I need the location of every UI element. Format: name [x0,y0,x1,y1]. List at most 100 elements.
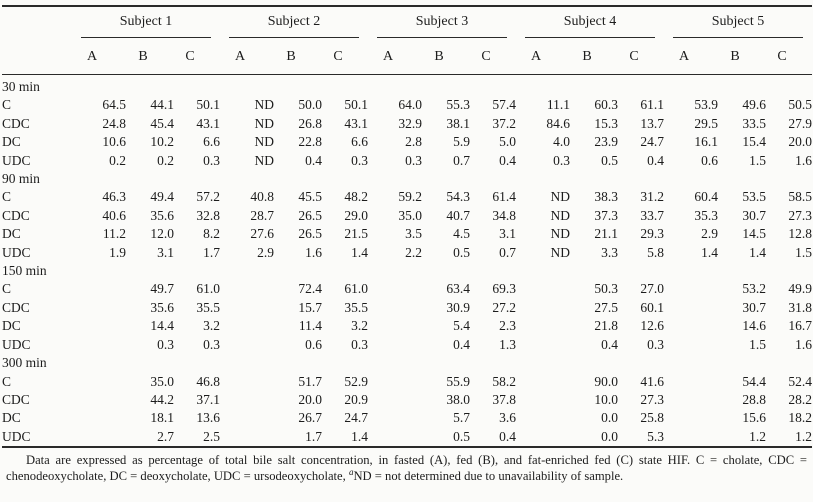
data-cell: 11.1 [546,97,570,113]
data-cell: 60.3 [594,97,618,113]
data-cell [220,280,274,298]
data-cell: 24.7 [344,410,368,426]
data-cell: 10.2 [150,134,174,150]
data-cell: 23.9 [594,134,618,150]
data-cell: 2.8 [405,134,422,150]
data-cell: 30.9 [446,299,470,315]
data-cell: 2.5 [203,428,220,444]
data-cell: 14.5 [742,226,766,242]
state-header-c: C [470,40,516,75]
state-header-b: B [274,40,322,75]
subject-label: Subject 1 [81,9,211,38]
data-cell [516,336,570,354]
data-cell: 1.2 [795,428,812,444]
table-row: CDC 44.2 37.1 20.0 20.9 38.0 37.8 10.0 27.3 28.8 2… [2,391,812,409]
state-header-b: B [422,40,470,75]
data-cell [368,373,422,391]
data-cell: 61.0 [196,281,220,297]
data-cell: 1.4 [701,244,718,260]
data-cell: 5.3 [647,428,664,444]
data-cell: 0.5 [601,152,618,168]
data-cell: 44.2 [150,391,174,407]
data-cell: 54.4 [742,373,766,389]
data-cell: 11.2 [102,226,126,242]
data-cell [368,299,422,317]
data-cell: 90.0 [594,373,618,389]
state-header-b: B [570,40,618,75]
data-cell: 1.7 [203,244,220,260]
data-cell: 0.4 [601,336,618,352]
bile-salt-label: C [2,189,12,205]
subject-header-5: Subject 5 [664,6,812,40]
data-cell: 32.9 [398,115,422,131]
data-cell [664,373,718,391]
subject-label: Subject 5 [673,9,803,38]
data-cell: 5.9 [453,134,470,150]
data-cell: 0.4 [305,152,322,168]
data-cell [516,391,570,409]
data-cell [368,428,422,447]
data-cell: 0.3 [351,336,368,352]
data-cell: 31.2 [640,189,664,205]
data-cell: 45.5 [298,189,322,205]
table-row: UDC 2.7 2.5 1.7 1.4 0.5 0.4 0.0 5.3 1.2 1.2 [2,428,812,447]
data-cell: 50.0 [298,97,322,113]
bile-salt-label: UDC [2,152,31,168]
data-cell [664,280,718,298]
data-cell [220,317,274,335]
table-row: UDC 0.2 0.2 0.3 ND 0.4 0.3 0.3 0.7 0.4 0.3 0.5 0.4 0.… [2,152,812,170]
data-cell [516,299,570,317]
data-cell: 10.0 [594,391,618,407]
data-cell: 61.0 [344,281,368,297]
subject-header-2: Subject 2 [220,6,368,40]
data-cell: 40.7 [446,207,470,223]
data-cell: 0.3 [553,152,570,168]
data-cell: 26.5 [298,226,322,242]
data-cell: 15.7 [298,299,322,315]
data-cell: 0.7 [453,152,470,168]
data-cell: 60.1 [640,299,664,315]
table-row: CDC 35.6 35.5 15.7 35.5 30.9 27.2 27.5 60.1 30.7 3… [2,299,812,317]
table-body: 30 min C 64.5 44.1 50.1 ND 50.0 50.1 64.0 55.3 57.… [2,75,812,448]
data-cell: 35.3 [694,207,718,223]
data-cell: 38.1 [446,115,470,131]
data-cell: 10.6 [102,134,126,150]
data-cell: 0.3 [647,336,664,352]
data-cell [368,391,422,409]
data-cell: 1.4 [749,244,766,260]
corner-cell [2,6,72,40]
data-cell: 35.0 [398,207,422,223]
bile-salt-label: C [2,373,12,389]
state-header-c: C [322,40,368,75]
data-cell [664,317,718,335]
table-footnote: Data are expressed as percentage of tota… [6,453,807,484]
data-cell: 35.0 [150,373,174,389]
data-cell: 12.8 [788,226,812,242]
data-cell: 2.7 [157,428,174,444]
table-row: DC 10.6 10.2 6.6 ND 22.8 6.6 2.8 5.9 5.0 4.0 23.9 24… [2,133,812,151]
data-cell: 24.8 [102,115,126,131]
data-cell: 35.6 [150,299,174,315]
data-cell: 61.1 [640,97,664,113]
data-cell: 0.3 [203,336,220,352]
data-cell: 2.9 [257,244,274,260]
state-header-c: C [766,40,812,75]
data-cell: 5.8 [647,244,664,260]
data-cell: ND [550,207,571,223]
table-row: C 46.3 49.4 57.2 40.8 45.5 48.2 59.2 54.3 61.4 ND 3… [2,188,812,206]
data-cell: 46.3 [102,189,126,205]
data-cell: 57.2 [196,189,220,205]
data-cell: 26.7 [298,410,322,426]
data-cell: 1.6 [795,336,812,352]
data-cell: 0.6 [701,152,718,168]
data-cell: 0.2 [109,152,126,168]
data-cell: 13.6 [196,410,220,426]
data-cell: 27.0 [640,281,664,297]
data-cell: 1.4 [351,244,368,260]
bile-salt-label: UDC [2,244,31,260]
data-cell: 5.4 [453,318,470,334]
data-cell: 27.9 [788,115,812,131]
data-cell: 58.5 [788,189,812,205]
